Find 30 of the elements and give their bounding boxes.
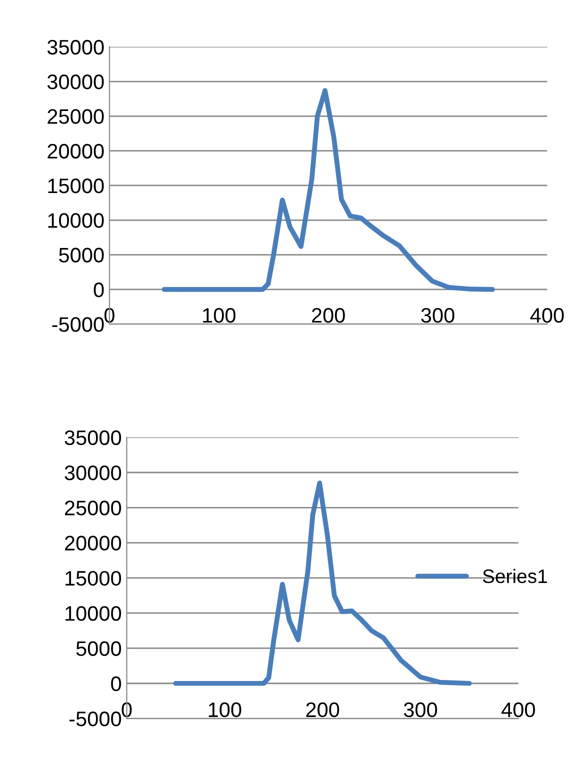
y-tick-label: 25000 (64, 500, 122, 516)
x-tick-label: 300 (421, 308, 454, 323)
y-tick-label: 20000 (64, 536, 122, 551)
y-tick-label: 25000 (48, 109, 104, 124)
y-tick-label: 5000 (76, 641, 122, 656)
y-tick-label: 5000 (59, 248, 104, 263)
legend-label: Series1 (482, 568, 547, 584)
x-tick-label: 400 (530, 308, 564, 323)
y-tick-label: -5000 (52, 317, 104, 332)
y-tick-label: 0 (94, 282, 104, 298)
y-tick-label: 10000 (66, 606, 122, 621)
line-series (162, 88, 495, 292)
x-tick-label: 300 (404, 702, 438, 718)
y-tick-label: 30000 (64, 466, 122, 480)
y-tick-label: 15000 (48, 178, 104, 194)
y-tick-label: 15000 (66, 570, 122, 586)
x-tick-label: 200 (306, 702, 340, 718)
y-tick-label: 20000 (48, 144, 104, 159)
y-tick-label: 30000 (47, 74, 104, 90)
line-series (173, 480, 472, 686)
y-tick-label: 35000 (47, 40, 104, 55)
x-tick-label: 0 (122, 702, 132, 718)
x-tick-label: 200 (312, 308, 345, 323)
x-tick-label: 400 (502, 702, 535, 718)
x-tick-label: 100 (208, 702, 242, 718)
y-tick-label: 10000 (48, 213, 104, 228)
y-tick-label: -5000 (70, 712, 122, 726)
y-tick-label: 35000 (64, 430, 122, 446)
x-tick-label: 100 (203, 308, 236, 323)
y-tick-label: 0 (111, 676, 122, 692)
